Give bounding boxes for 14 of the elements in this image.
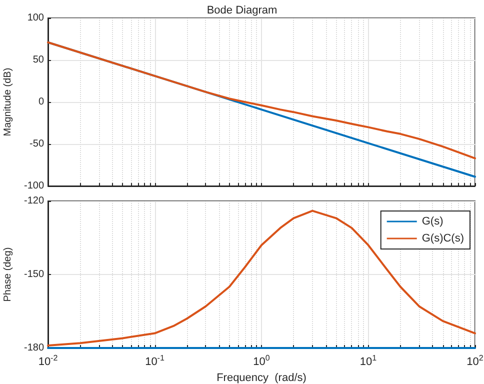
y-tick-label: -120 — [24, 196, 44, 206]
y-tick-label: -50 — [30, 138, 44, 150]
y-tick-label: -150 — [24, 269, 44, 280]
y-tick-label: 50 — [32, 54, 44, 66]
y-tick-label: -180 — [24, 342, 44, 354]
y-tick-label: 100 — [27, 12, 44, 24]
y-axis-title: Magnitude (dB) — [2, 68, 14, 136]
x-axis-title: Frequency (rad/s) — [216, 372, 306, 384]
y-tick-label: 0 — [38, 96, 44, 108]
legend-label: G(s) — [422, 216, 444, 228]
y-axis-title: Phase (deg) — [2, 247, 14, 302]
y-tick-label: -100 — [24, 180, 44, 192]
chart-title: Bode Diagram — [206, 4, 278, 16]
legend-label: G(s)C(s) — [422, 232, 464, 244]
